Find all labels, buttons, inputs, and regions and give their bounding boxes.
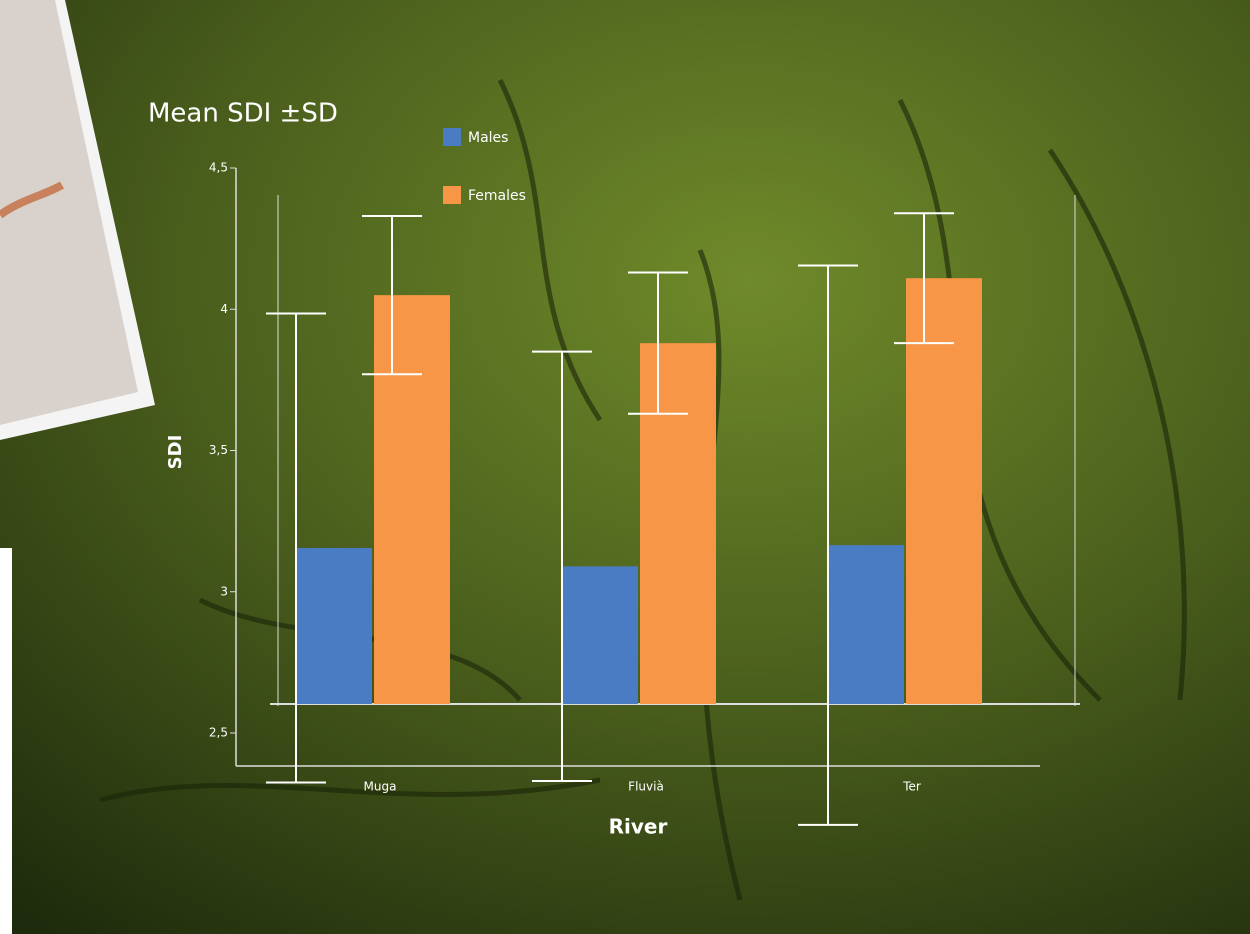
- bar: [828, 545, 904, 704]
- y-axis-label: SDI: [165, 435, 186, 470]
- legend-label: Females: [468, 188, 526, 204]
- background-weeds: [99, 78, 1187, 901]
- photo-edge: [0, 548, 12, 934]
- y-tick-label: 4,5: [209, 161, 228, 175]
- bar: [562, 566, 638, 704]
- x-axis-label: River: [609, 815, 668, 839]
- chart-title: Mean SDI ±SD: [148, 99, 338, 129]
- x-tick-label: Fluvià: [628, 780, 664, 794]
- y-tick-label: 2,5: [209, 726, 228, 740]
- y-tick-label: 3: [220, 584, 228, 598]
- y-tick-label: 4: [220, 302, 228, 316]
- bar: [906, 278, 982, 704]
- bar: [374, 295, 450, 704]
- x-tick-label: Muga: [364, 780, 397, 794]
- bar: [296, 547, 372, 704]
- legend-swatch: [443, 128, 461, 146]
- y-tick-label: 3,5: [209, 443, 228, 457]
- bar: [640, 343, 716, 704]
- legend-swatch: [443, 186, 461, 204]
- x-tick-label: Ter: [902, 780, 921, 794]
- legend-label: Males: [468, 130, 508, 146]
- photo: [0, 0, 155, 440]
